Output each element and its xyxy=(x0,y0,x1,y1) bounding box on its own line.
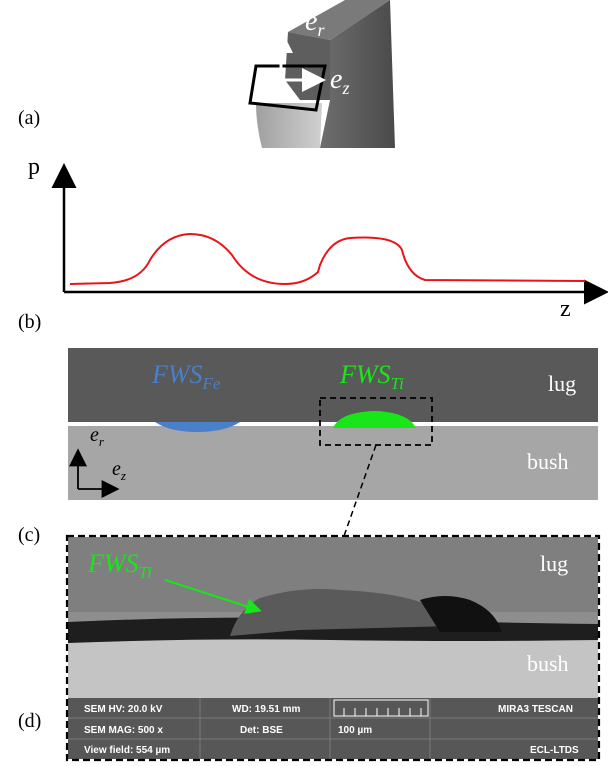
panel-label-b: (b) xyxy=(18,311,41,333)
panel-a: er ez (a) xyxy=(18,0,395,148)
ez-label: ez xyxy=(330,64,349,98)
zoom-box-d xyxy=(65,534,601,762)
lug-label-d: lug xyxy=(540,551,568,576)
sem-info-bar xyxy=(68,698,598,759)
sem-mag: SEM MAG: 500 x xyxy=(84,725,163,736)
fws-fe-label: FWSFe xyxy=(151,360,221,393)
bush-3d xyxy=(256,103,322,148)
lug-side-face xyxy=(320,0,395,148)
sem-bush-region xyxy=(68,638,598,698)
panel-c: FWSFe FWSTi lug bush er ez (c) xyxy=(18,348,598,546)
fws-fe-shape xyxy=(155,422,240,432)
zoom-box-a xyxy=(248,64,327,112)
pressure-curve xyxy=(69,232,586,286)
panel-label-c: (c) xyxy=(18,524,40,546)
panel-d: lug bush FWSTi SEM HV: 20.0 kV WD: 19.51… xyxy=(18,534,601,762)
er-label-c: er xyxy=(90,424,105,449)
sem-scale-bar xyxy=(333,699,429,717)
y-axis-label: p xyxy=(28,154,40,180)
interface-line xyxy=(68,422,598,426)
sem-field: View field: 554 µm xyxy=(84,745,170,756)
fws-ti-label-d: FWSTi xyxy=(87,549,152,582)
zoom-connector xyxy=(343,444,377,537)
sem-brand: MIRA3 TESCAN xyxy=(498,704,573,715)
lug-label-c: lug xyxy=(548,371,576,396)
sem-hv: SEM HV: 20.0 kV xyxy=(84,704,163,715)
sem-dark-pocket xyxy=(420,596,502,632)
panel-label-a: (a) xyxy=(18,107,40,129)
fws-ti-shape xyxy=(333,411,416,428)
sem-wd: WD: 19.51 mm xyxy=(232,704,300,715)
panel-b: p z (b) xyxy=(18,154,608,333)
ez-label-c: ez xyxy=(112,458,126,483)
bush-label-c: bush xyxy=(527,449,569,474)
lug-region xyxy=(68,348,598,422)
sem-fws-ti xyxy=(230,589,452,636)
lug-top-face xyxy=(288,0,390,40)
panel-label-d: (d) xyxy=(18,710,41,732)
fws-ti-arrow xyxy=(164,579,262,614)
bush-label-d: bush xyxy=(527,651,569,676)
x-axis-label: z xyxy=(560,296,571,322)
bush-region xyxy=(68,426,598,500)
sem-det: Det: BSE xyxy=(240,725,283,736)
sem-scale-label: 100 µm xyxy=(338,725,372,736)
fws-ti-label: FWSTi xyxy=(339,360,404,393)
sem-lab: ECL-LTDS xyxy=(530,745,579,756)
er-label: er xyxy=(305,6,325,40)
